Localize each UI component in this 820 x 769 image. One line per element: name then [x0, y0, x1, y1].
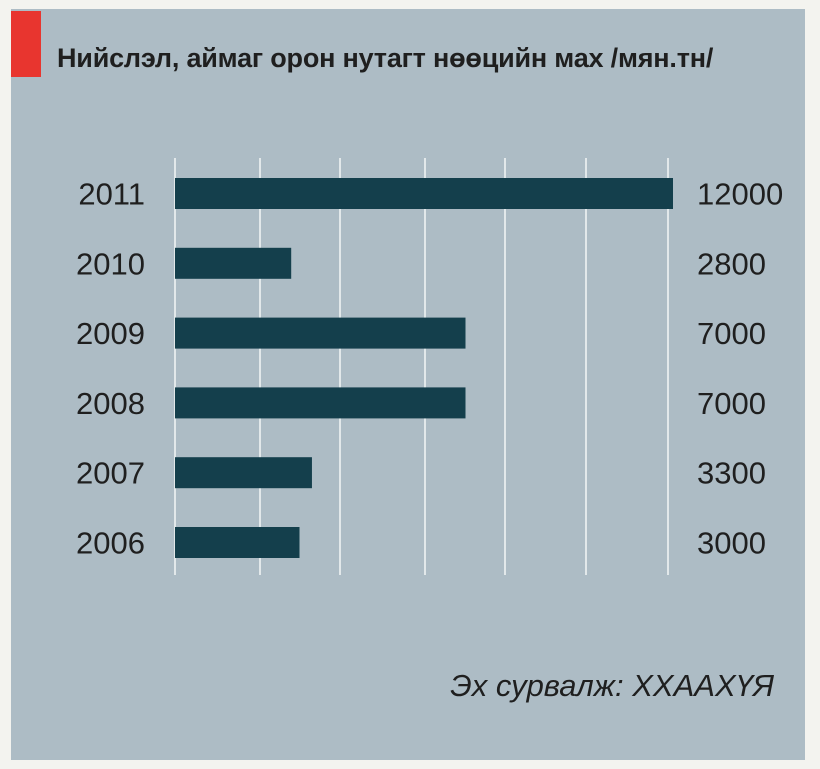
bars [175, 178, 673, 558]
value-label-2007: 3300 [697, 456, 766, 491]
category-label-2007: 2007 [76, 456, 145, 491]
value-label-2008: 7000 [697, 386, 766, 421]
gridlines [174, 158, 669, 575]
bar-2009 [175, 317, 466, 349]
value-labels: 12000 2800 7000 7000 3300 3000 [697, 177, 783, 561]
bar-2007 [175, 457, 312, 489]
category-label-2009: 2009 [76, 316, 145, 351]
category-label-2011: 2011 [78, 177, 145, 212]
title-accent-bar [11, 11, 41, 77]
chart-panel [11, 9, 805, 760]
category-label-2010: 2010 [76, 246, 145, 281]
bar-2011 [175, 178, 673, 209]
bar-2008 [175, 387, 466, 419]
source-note: Эх сурвалж: ХХААХҮЯ [450, 668, 774, 703]
value-label-2009: 7000 [697, 316, 766, 351]
category-label-2008: 2008 [76, 386, 145, 421]
chart-title: Нийслэл, аймаг орон нутагт нөөцийн мах /… [57, 43, 714, 73]
bar-2010 [175, 247, 292, 279]
value-label-2011: 12000 [697, 177, 783, 212]
value-label-2010: 2800 [697, 246, 766, 281]
category-labels: 2011 2010 2009 2008 2007 2006 [76, 177, 145, 561]
value-label-2006: 3000 [697, 526, 766, 561]
category-label-2006: 2006 [76, 526, 145, 561]
bar-2006 [175, 527, 300, 558]
